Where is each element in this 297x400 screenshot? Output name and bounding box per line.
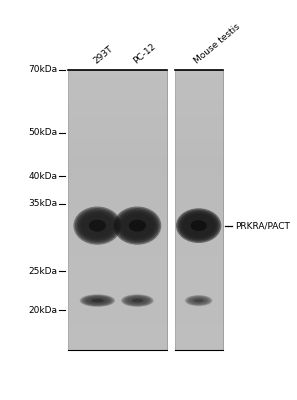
Ellipse shape (129, 220, 146, 232)
Ellipse shape (91, 299, 104, 302)
Ellipse shape (191, 220, 207, 231)
Ellipse shape (86, 297, 108, 304)
Ellipse shape (78, 211, 117, 240)
Ellipse shape (86, 218, 109, 233)
Ellipse shape (180, 212, 217, 239)
Text: 293T: 293T (91, 44, 115, 66)
Ellipse shape (176, 208, 221, 243)
Ellipse shape (124, 216, 151, 235)
Ellipse shape (182, 214, 216, 238)
Ellipse shape (188, 219, 210, 232)
Ellipse shape (132, 299, 143, 302)
Ellipse shape (115, 208, 160, 243)
Ellipse shape (123, 295, 152, 306)
Text: PRKRA/PACT: PRKRA/PACT (235, 221, 290, 230)
Ellipse shape (86, 297, 109, 304)
Ellipse shape (81, 295, 114, 306)
Ellipse shape (120, 212, 155, 239)
Ellipse shape (194, 299, 204, 302)
Ellipse shape (116, 210, 158, 242)
Ellipse shape (80, 212, 115, 239)
Ellipse shape (88, 298, 107, 304)
Text: 20kDa: 20kDa (29, 306, 57, 315)
Ellipse shape (190, 298, 207, 304)
Ellipse shape (186, 217, 211, 234)
Ellipse shape (188, 297, 209, 304)
Text: 40kDa: 40kDa (29, 172, 57, 181)
Ellipse shape (121, 214, 154, 238)
Ellipse shape (187, 296, 210, 305)
Ellipse shape (80, 294, 115, 307)
Ellipse shape (124, 296, 151, 306)
Ellipse shape (84, 296, 110, 305)
Text: Mouse testis: Mouse testis (193, 22, 242, 66)
Bar (68, 70, 167, 350)
Ellipse shape (123, 215, 152, 236)
Ellipse shape (75, 208, 120, 243)
Bar (175, 70, 223, 350)
Ellipse shape (187, 296, 211, 305)
Ellipse shape (83, 296, 112, 306)
Ellipse shape (122, 295, 153, 306)
Ellipse shape (113, 206, 161, 245)
Ellipse shape (81, 214, 114, 238)
Ellipse shape (183, 215, 214, 236)
Text: 70kDa: 70kDa (28, 65, 57, 74)
Ellipse shape (128, 298, 146, 304)
Text: PC-12: PC-12 (132, 42, 157, 66)
Ellipse shape (121, 294, 154, 307)
Ellipse shape (127, 297, 147, 304)
Ellipse shape (82, 295, 113, 306)
Ellipse shape (186, 296, 211, 306)
Ellipse shape (73, 206, 121, 245)
Ellipse shape (189, 297, 208, 304)
Ellipse shape (126, 218, 149, 233)
Ellipse shape (185, 216, 213, 235)
Ellipse shape (118, 211, 157, 240)
Text: 35kDa: 35kDa (28, 200, 57, 208)
Ellipse shape (177, 210, 220, 242)
Text: 25kDa: 25kDa (29, 266, 57, 276)
Ellipse shape (89, 220, 106, 232)
Ellipse shape (84, 216, 110, 235)
Ellipse shape (77, 210, 118, 242)
Ellipse shape (179, 211, 218, 240)
Ellipse shape (83, 215, 112, 236)
Ellipse shape (125, 296, 149, 305)
Text: 50kDa: 50kDa (28, 128, 57, 138)
Ellipse shape (126, 297, 148, 304)
Ellipse shape (185, 295, 212, 306)
